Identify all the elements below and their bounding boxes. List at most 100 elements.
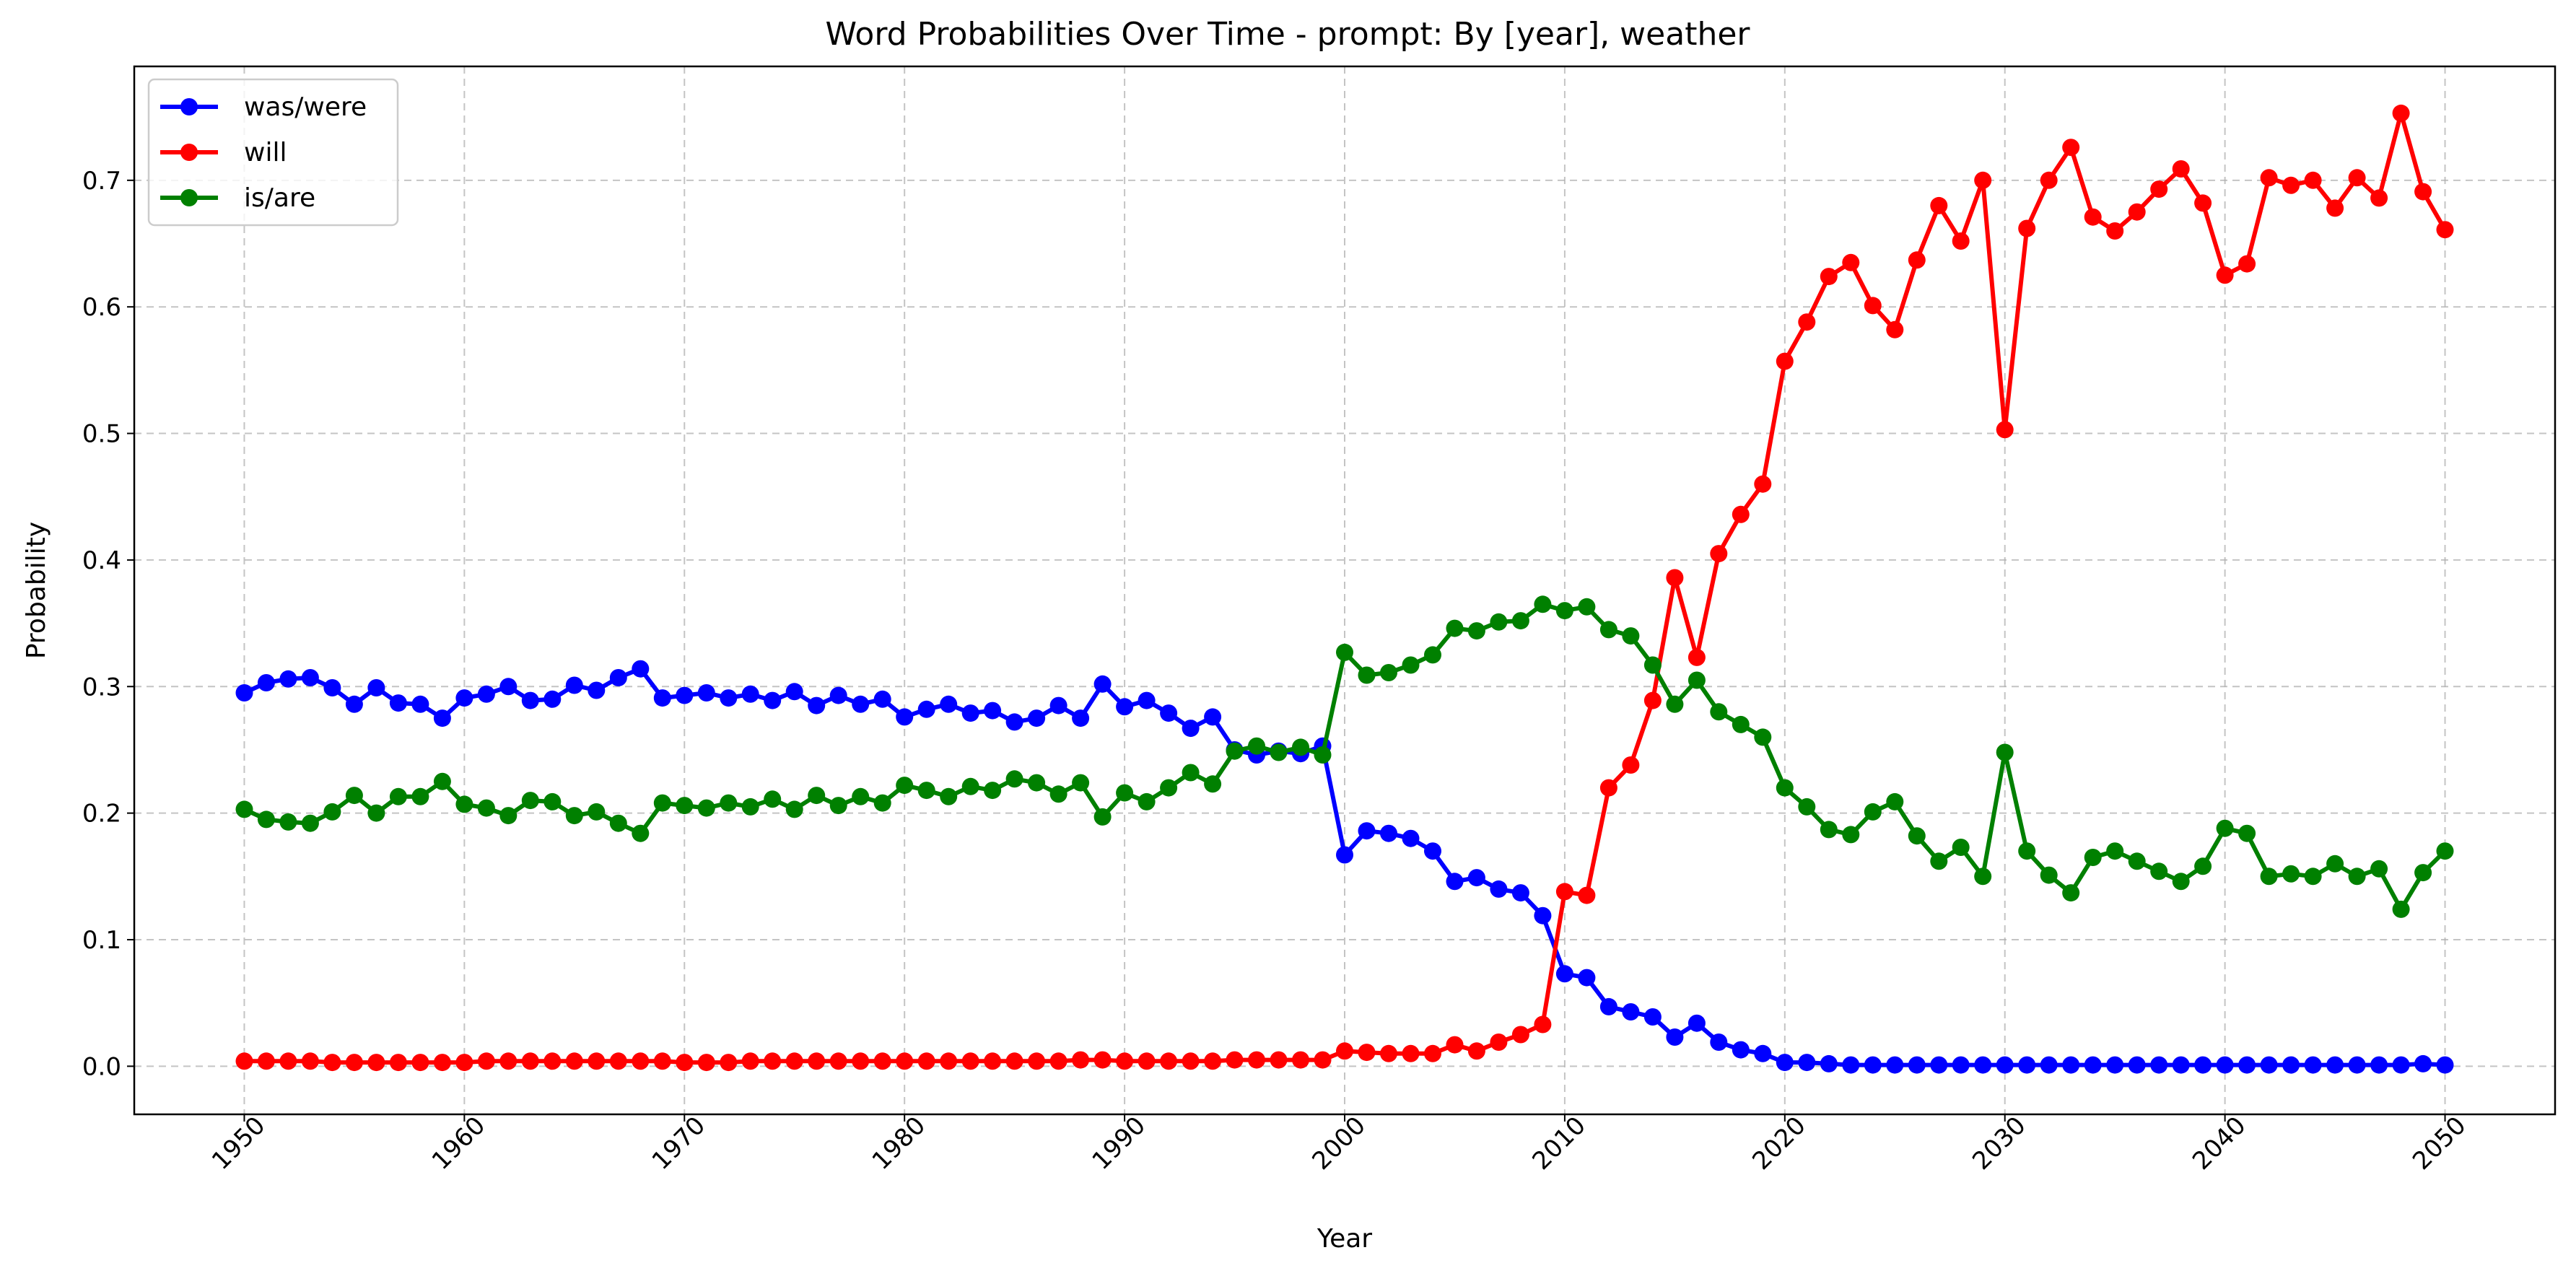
data-point-is-are xyxy=(741,798,759,816)
data-point-is-are xyxy=(1270,743,1288,761)
data-point-was-were xyxy=(1599,997,1617,1015)
data-point-is-are xyxy=(2216,819,2234,837)
legend-item-is-are: is/are xyxy=(160,183,315,213)
data-point-will xyxy=(2216,266,2234,284)
data-point-will xyxy=(1138,1052,1156,1070)
data-point-was-were xyxy=(1424,842,1441,860)
data-point-is-are xyxy=(720,794,738,812)
data-point-was-were xyxy=(2150,1056,2168,1074)
data-point-is-are xyxy=(499,807,518,825)
y-tick-label: 0.0 xyxy=(82,1052,121,1081)
data-point-was-were xyxy=(1467,869,1485,887)
data-point-is-are xyxy=(1622,627,1640,645)
data-point-is-are xyxy=(1688,671,1706,689)
data-point-is-are xyxy=(235,800,253,818)
data-point-was-were xyxy=(873,690,891,708)
data-point-is-are xyxy=(257,810,275,829)
series-group xyxy=(235,104,2454,1074)
data-point-will xyxy=(609,1052,627,1070)
data-point-was-were xyxy=(1182,720,1200,738)
data-point-was-were xyxy=(1974,1056,1992,1074)
data-point-will xyxy=(2304,171,2322,189)
series-was-were xyxy=(235,660,2454,1074)
data-point-was-were xyxy=(1930,1056,1948,1074)
data-point-will xyxy=(2326,199,2344,217)
data-point-was-were xyxy=(632,660,650,678)
data-point-was-were xyxy=(2260,1056,2278,1074)
data-point-was-were xyxy=(1511,884,1529,902)
data-point-was-were xyxy=(1093,675,1112,693)
data-point-was-were xyxy=(323,679,341,696)
series-is-are xyxy=(235,595,2454,918)
data-point-is-are xyxy=(1820,821,1838,839)
data-point-will xyxy=(1555,883,1573,901)
data-point-will xyxy=(1578,886,1596,904)
data-point-is-are xyxy=(565,807,583,825)
data-point-will xyxy=(1732,505,1750,523)
data-point-is-are xyxy=(917,782,935,800)
data-point-will xyxy=(1093,1051,1112,1069)
data-point-is-are xyxy=(940,787,958,805)
data-point-will xyxy=(961,1052,979,1070)
data-point-is-are xyxy=(1226,742,1244,760)
data-point-is-are xyxy=(2018,842,2036,860)
data-point-was-were xyxy=(1996,1056,2014,1074)
data-point-was-were xyxy=(1555,965,1573,983)
data-point-is-are xyxy=(2106,842,2124,860)
data-point-is-are xyxy=(2282,865,2300,883)
legend-swatch-marker xyxy=(180,98,198,115)
data-point-will xyxy=(1908,251,1926,269)
data-point-is-are xyxy=(676,797,694,815)
data-point-is-are xyxy=(1160,779,1178,797)
data-point-was-were xyxy=(917,700,935,718)
data-point-will xyxy=(1820,268,1838,286)
data-point-will xyxy=(1996,421,2014,439)
data-point-was-were xyxy=(1666,1028,1684,1046)
data-point-will xyxy=(1974,171,1992,189)
data-point-was-were xyxy=(1732,1041,1750,1059)
legend-swatch-marker xyxy=(180,189,198,206)
data-point-is-are xyxy=(1864,803,1882,821)
data-point-was-were xyxy=(829,686,847,704)
data-point-was-were xyxy=(676,686,694,704)
data-point-is-are xyxy=(367,804,385,822)
data-point-will xyxy=(1952,232,1970,250)
data-point-is-are xyxy=(2370,860,2388,878)
data-point-was-were xyxy=(984,702,1002,720)
data-point-will xyxy=(1467,1042,1485,1060)
legend-label: was/were xyxy=(244,92,367,122)
data-point-is-are xyxy=(389,787,407,805)
data-point-was-were xyxy=(2106,1056,2124,1074)
data-point-was-were xyxy=(1886,1056,1904,1074)
data-point-is-are xyxy=(1666,695,1684,713)
data-point-is-are xyxy=(345,787,363,805)
data-point-was-were xyxy=(499,678,518,696)
data-point-is-are xyxy=(1555,602,1573,620)
data-point-will xyxy=(1226,1051,1244,1069)
data-point-will xyxy=(2194,194,2212,212)
data-point-is-are xyxy=(1599,621,1617,639)
data-point-is-are xyxy=(2348,868,2366,886)
data-point-will xyxy=(1248,1051,1265,1069)
data-point-is-are xyxy=(1754,728,1772,746)
data-point-will xyxy=(1864,297,1882,315)
data-point-is-are xyxy=(1380,664,1397,681)
data-point-is-are xyxy=(1952,839,1970,856)
data-point-was-were xyxy=(609,669,627,686)
data-point-will xyxy=(653,1052,671,1070)
data-point-will xyxy=(1204,1052,1222,1070)
data-point-is-are xyxy=(1336,643,1353,661)
data-point-was-were xyxy=(2172,1056,2190,1074)
data-point-was-were xyxy=(940,695,958,713)
data-point-was-were xyxy=(279,670,297,688)
data-point-will xyxy=(1688,648,1706,666)
data-point-will xyxy=(301,1052,319,1070)
x-axis-label: Year xyxy=(1317,1224,1372,1254)
data-point-is-are xyxy=(896,777,914,795)
data-point-will xyxy=(1005,1052,1023,1070)
data-point-will xyxy=(411,1054,429,1072)
data-point-will xyxy=(741,1052,759,1070)
data-point-is-are xyxy=(2238,824,2256,842)
data-point-was-were xyxy=(1028,709,1046,727)
